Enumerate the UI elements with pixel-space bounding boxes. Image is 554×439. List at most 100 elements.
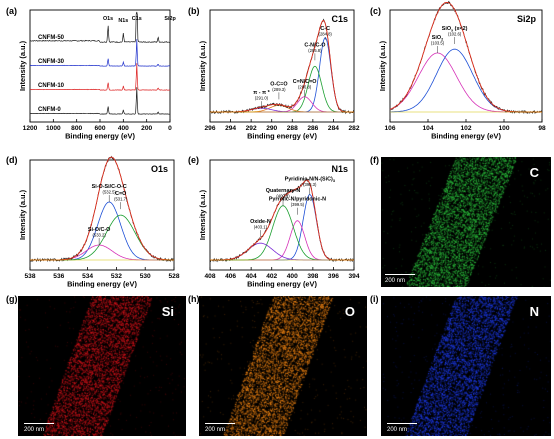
component-label: Pyridinic-N/N-(SiC)3 <box>285 177 335 184</box>
panel-label-i: (i) <box>370 294 379 304</box>
x-tick-label: 404 <box>246 273 257 280</box>
x-tick-label: 532 <box>111 273 122 280</box>
peak-label-o1s: O1s <box>103 16 113 22</box>
x-axis-label: Binding energy (eV) <box>65 132 135 141</box>
map-element-label: N <box>529 304 539 319</box>
series-label: CNFM-50 <box>38 35 65 41</box>
component-label: SiO2 <box>432 35 443 42</box>
x-tick-label: 396 <box>328 273 339 280</box>
component-value: (532.5) <box>103 190 117 195</box>
series-label: CNFM-10 <box>38 83 65 89</box>
component-value: (531.7) <box>114 197 128 202</box>
x-tick-label: 282 <box>348 125 359 132</box>
scale-bar-label: 200 nm <box>205 427 226 433</box>
y-axis-label: Intensity (a.u.) <box>18 40 27 91</box>
scale-bar <box>205 422 235 424</box>
panel-label-h: (h) <box>188 294 200 304</box>
x-tick-label: 800 <box>71 125 82 132</box>
panel-label-f: (f) <box>370 155 379 165</box>
component-value: (400.9) <box>276 193 290 198</box>
x-tick-label: 600 <box>94 125 105 132</box>
component-label: C=O <box>115 191 126 197</box>
component-label: Si-O/C-O <box>88 227 110 233</box>
x-axis-label: Binding energy (eV) <box>247 280 317 289</box>
map-element-label: O <box>344 304 355 319</box>
component-label: C-C <box>320 26 330 32</box>
x-tick-label: 292 <box>246 125 257 132</box>
panel-label-g: (g) <box>6 294 18 304</box>
spectrum-panel-b: 296 294 292 290 288 286 284 282 Binding energy (… <box>198 9 360 141</box>
scale-bar-label: 200 nm <box>24 427 45 433</box>
spectrum-panel-c: 106 104 102 100 98 Binding energy (eV) Intensi… <box>378 0 546 141</box>
x-axis-label: Binding energy (eV) <box>67 280 137 289</box>
y-axis-label: Intensity (a.u.) <box>198 189 207 240</box>
x-tick-label: 288 <box>287 125 298 132</box>
component-value: (399.5) <box>291 202 305 207</box>
series-label: CNFM-30 <box>38 59 65 65</box>
survey-line-cnfm-30 <box>29 39 171 67</box>
component-value: (285.8) <box>308 48 322 53</box>
envelope-fit <box>210 179 354 261</box>
x-tick-label: 394 <box>348 273 359 280</box>
x-axis-label: Binding energy (eV) <box>247 132 317 141</box>
survey-line-cnfm-10 <box>29 63 170 91</box>
spectrum-title: C1s <box>331 14 348 24</box>
x-tick-label: 400 <box>287 273 298 280</box>
x-tick-label: 106 <box>384 125 395 132</box>
y-axis-label: Intensity (a.u.) <box>378 40 387 91</box>
scale-bar <box>24 422 54 424</box>
x-tick-label: 290 <box>266 125 277 132</box>
x-tick-label: 1000 <box>46 125 61 132</box>
x-tick-label: 400 <box>118 125 129 132</box>
spectrum-panel-e: 408 406 404 402 400 398 396 394 Binding energy (… <box>198 159 360 289</box>
eds-map-carbon: C 200 nm <box>381 157 551 287</box>
panel-label-e: (e) <box>188 155 199 165</box>
peak-label-si2p: Si2p <box>164 16 176 22</box>
x-tick-label: 538 <box>24 273 35 280</box>
x-tick-label: 402 <box>266 273 277 280</box>
x-tick-label: 284 <box>328 125 339 132</box>
plot-frame <box>209 159 355 271</box>
component-value: (286.8) <box>298 84 312 89</box>
x-tick-label: 398 <box>307 273 318 280</box>
spectrum-title: O1s <box>151 164 168 174</box>
component-label: C-N/C-O <box>304 42 325 48</box>
scale-bar-label: 200 nm <box>387 427 408 433</box>
y-axis-label: Intensity (a.u.) <box>198 40 207 91</box>
scale-bar <box>387 422 417 424</box>
survey-line-cnfm-50 <box>29 11 171 43</box>
x-tick-label: 200 <box>141 125 152 132</box>
x-tick-label: 100 <box>498 125 509 132</box>
plot-frame <box>389 9 543 123</box>
eds-map-silicon: Si 200 nm <box>18 296 186 436</box>
component-label: SiOx (x<2) <box>442 26 468 33</box>
x-tick-label: 0 <box>168 125 172 132</box>
component-value: (398.3) <box>303 182 317 187</box>
spectrum-title: Si2p <box>517 14 537 24</box>
map-element-label: Si <box>161 304 174 319</box>
x-tick-label: 104 <box>422 125 433 132</box>
x-tick-label: 534 <box>82 273 93 280</box>
panel-label-b: (b) <box>188 6 200 16</box>
eds-map-nitrogen: N 200 nm <box>381 296 551 436</box>
panel-label-d: (d) <box>6 155 18 165</box>
spectrum-panel-d: 538 536 534 532 530 528 Binding energy (eV) Int… <box>18 155 180 289</box>
x-tick-label: 98 <box>538 125 546 132</box>
panel-label-c: (c) <box>370 6 381 16</box>
spectrum-panel-a: 1200 1000 800 600 400 200 0 Binding energy (eV)… <box>18 9 176 141</box>
x-tick-label: 530 <box>140 273 151 280</box>
component-label: C=N/C=O <box>293 79 317 85</box>
scale-bar-label: 200 nm <box>385 278 406 284</box>
y-axis-label: Intensity (a.u.) <box>18 189 27 240</box>
peak-label-n1s: N1s <box>118 18 128 24</box>
component-label: O-C=O <box>270 81 287 87</box>
x-axis-label: Binding energy (eV) <box>431 132 501 141</box>
component-value: (289.3) <box>272 87 286 92</box>
eds-map-oxygen: O 200 nm <box>199 296 367 436</box>
component-label: Quaternary-N <box>266 188 301 194</box>
x-tick-label: 102 <box>460 125 471 132</box>
x-tick-label: 408 <box>204 273 215 280</box>
component-label: Oxide-N <box>250 219 271 225</box>
component-value: (291.0) <box>255 96 269 101</box>
